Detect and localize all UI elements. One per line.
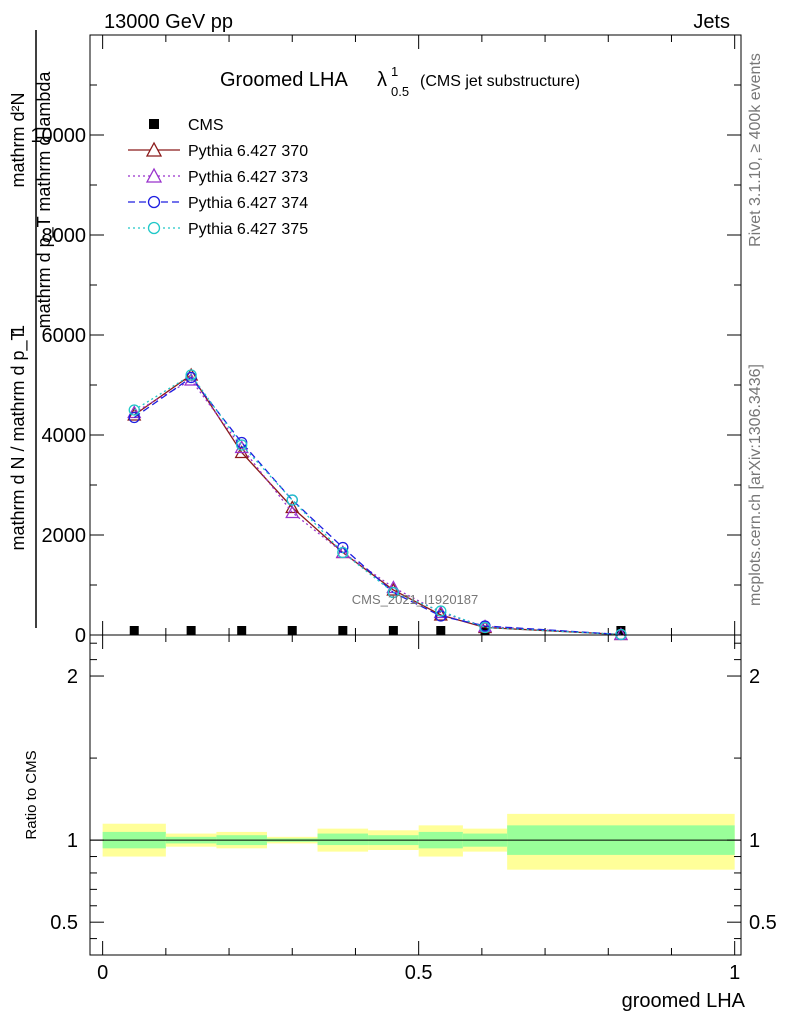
header-right: Jets	[693, 11, 730, 33]
ylabel-denominator: mathrm d p_T mathrm d lambda	[34, 71, 55, 329]
legend-label: Pythia 6.427 374	[188, 195, 308, 212]
ylabel-prefix-denominator: mathrm d N / mathrm d p_T	[8, 329, 29, 550]
main-series	[127, 367, 629, 641]
data-point	[387, 586, 400, 599]
legend-label: CMS	[188, 117, 224, 134]
rivet-label: Rivet 3.1.10, ≥ 400k events	[747, 53, 764, 247]
main-ticks: 0 2000 4000 6000 8000 10000	[30, 34, 741, 647]
data-point	[186, 626, 196, 635]
data-point	[286, 494, 298, 506]
data-point	[237, 626, 247, 635]
ytick-label: 6000	[42, 325, 87, 347]
ytick-label: 8000	[42, 225, 87, 247]
data-point	[338, 626, 348, 635]
data-point	[287, 626, 297, 635]
legend-marker	[147, 221, 161, 235]
legend-marker	[145, 141, 163, 157]
legend-marker	[147, 195, 161, 209]
ylabel-prefix: 1	[8, 325, 28, 335]
legend-label: Pythia 6.427 373	[188, 169, 308, 186]
title-sub: 0.5	[391, 84, 409, 99]
title-note: (CMS jet substructure)	[420, 73, 580, 90]
mcplots-label: mcplots.cern.ch [arXiv:1306.3436]	[747, 364, 764, 606]
xtick-label: 1	[729, 962, 740, 984]
ylabel-numerator: mathrm d²N	[8, 92, 28, 187]
legend: CMS Pythia 6.427 370 Pythia 6.427 373 Pythi…	[128, 117, 308, 238]
ratio-ytick-label-left: 0.5	[50, 912, 78, 934]
data-point	[185, 369, 197, 381]
watermark: CMS_2021_I1920187	[352, 592, 479, 607]
main-title: Groomed LHA λ 1 0.5 (CMS jet substructur…	[220, 64, 580, 99]
data-point	[435, 605, 447, 617]
legend-label: Pythia 6.427 375	[188, 221, 308, 238]
data-point	[337, 546, 349, 559]
data-point	[388, 626, 398, 635]
legend-marker	[145, 167, 163, 183]
ratio-bands	[90, 813, 741, 870]
title-symbol: λ	[377, 69, 387, 91]
ratio-ytick-label-right: 1	[749, 830, 760, 852]
header-left: 13000 GeV pp	[104, 11, 233, 33]
ratio-ytick-label-right: 0.5	[749, 912, 777, 934]
data-point	[436, 626, 446, 635]
data-point	[129, 626, 139, 635]
ytick-label: 10000	[30, 125, 86, 147]
ratio-ytick-label-left: 2	[67, 666, 78, 688]
data-point	[285, 505, 300, 519]
ratio-band-inner	[317, 833, 369, 846]
data-point	[285, 500, 300, 514]
series-line	[133, 374, 621, 636]
xtick-label: 0	[97, 962, 108, 984]
ratio-ytick-label-right: 2	[749, 666, 760, 688]
data-point	[128, 404, 140, 416]
ytick-label: 2000	[42, 525, 87, 547]
title-sup: 1	[391, 64, 398, 79]
data-point	[236, 439, 248, 451]
data-point	[616, 626, 626, 635]
xlabel: groomed LHA	[622, 990, 746, 1012]
legend-marker	[149, 119, 159, 129]
data-point	[128, 411, 140, 424]
ytick-label: 4000	[42, 425, 87, 447]
main-ylabel: 1 mathrm d²N mathrm d N / mathrm d p_T m…	[8, 30, 55, 628]
series-4	[128, 369, 627, 641]
title-main: Groomed LHA	[220, 69, 348, 91]
ratio-frame	[89, 634, 742, 956]
ratio-ylabel: Ratio to CMS	[23, 750, 40, 839]
ratio-ytick-label-left: 1	[67, 830, 78, 852]
ytick-label: 0	[75, 625, 86, 647]
ratio-ticks: 0.5 0.5 1 1 2 2 0 0.5 1	[50, 635, 777, 984]
legend-label: Pythia 6.427 370	[188, 143, 308, 160]
data-point	[479, 621, 491, 634]
xtick-label: 0.5	[405, 962, 433, 984]
